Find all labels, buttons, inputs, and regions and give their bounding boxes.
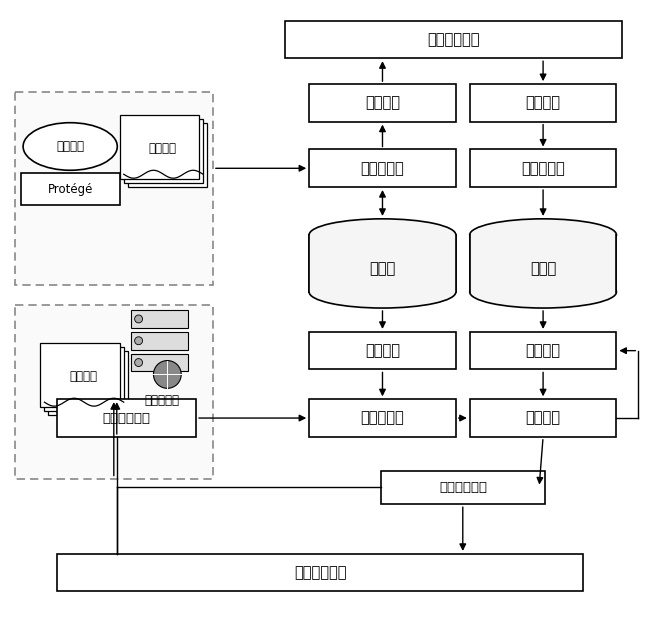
Bar (130, 310, 188, 328)
Bar (57, 399, 196, 437)
Bar (15, 92, 213, 285)
Bar (309, 399, 456, 437)
Text: 评价数据: 评价数据 (69, 370, 97, 383)
Bar (120, 115, 199, 179)
Bar (130, 354, 188, 371)
Text: 层次分析: 层次分析 (526, 95, 561, 110)
Ellipse shape (470, 276, 616, 308)
Text: 地图服务器: 地图服务器 (145, 394, 180, 407)
Bar (128, 123, 207, 187)
Bar (470, 235, 616, 292)
Circle shape (134, 315, 143, 323)
Text: Protégé: Protégé (48, 183, 93, 195)
Circle shape (134, 337, 143, 344)
Text: 专家用户界面: 专家用户界面 (428, 32, 480, 47)
Bar (470, 332, 616, 369)
Text: 本体解析: 本体解析 (365, 343, 400, 358)
Text: 规则库: 规则库 (530, 261, 556, 276)
Text: 规则形式化: 规则形式化 (521, 161, 565, 176)
Bar (124, 119, 203, 183)
Text: 本体解析: 本体解析 (365, 95, 400, 110)
Bar (15, 305, 213, 479)
Ellipse shape (309, 276, 456, 308)
Bar (309, 235, 456, 292)
Text: 领域本体: 领域本体 (149, 142, 176, 155)
Bar (470, 399, 616, 437)
Bar (470, 84, 616, 122)
Bar (382, 470, 545, 504)
Text: 本体实例化: 本体实例化 (360, 411, 404, 426)
Bar (57, 554, 583, 592)
Bar (309, 332, 456, 369)
Text: 数据查询接口: 数据查询接口 (103, 412, 151, 424)
Text: 规则解析: 规则解析 (526, 343, 561, 358)
Bar (309, 150, 456, 187)
Circle shape (134, 359, 143, 366)
Text: 领域专家: 领域专家 (56, 140, 84, 153)
Bar (470, 235, 616, 292)
Ellipse shape (309, 219, 456, 251)
Bar (309, 84, 456, 122)
Bar (45, 347, 124, 411)
Bar (286, 21, 622, 58)
Ellipse shape (23, 123, 118, 170)
Text: 评价应用界面: 评价应用界面 (294, 565, 346, 580)
Text: 评价结果查询: 评价结果查询 (439, 481, 487, 494)
Bar (48, 351, 128, 415)
Text: 持久性存储: 持久性存储 (360, 161, 404, 176)
Bar (470, 150, 616, 187)
Bar (41, 343, 120, 407)
Bar (309, 235, 456, 292)
Text: 推理引擎: 推理引擎 (526, 411, 561, 426)
Bar (21, 173, 120, 205)
Text: 本体库: 本体库 (370, 261, 395, 276)
Ellipse shape (470, 219, 616, 251)
Bar (130, 332, 188, 349)
Ellipse shape (154, 361, 182, 388)
